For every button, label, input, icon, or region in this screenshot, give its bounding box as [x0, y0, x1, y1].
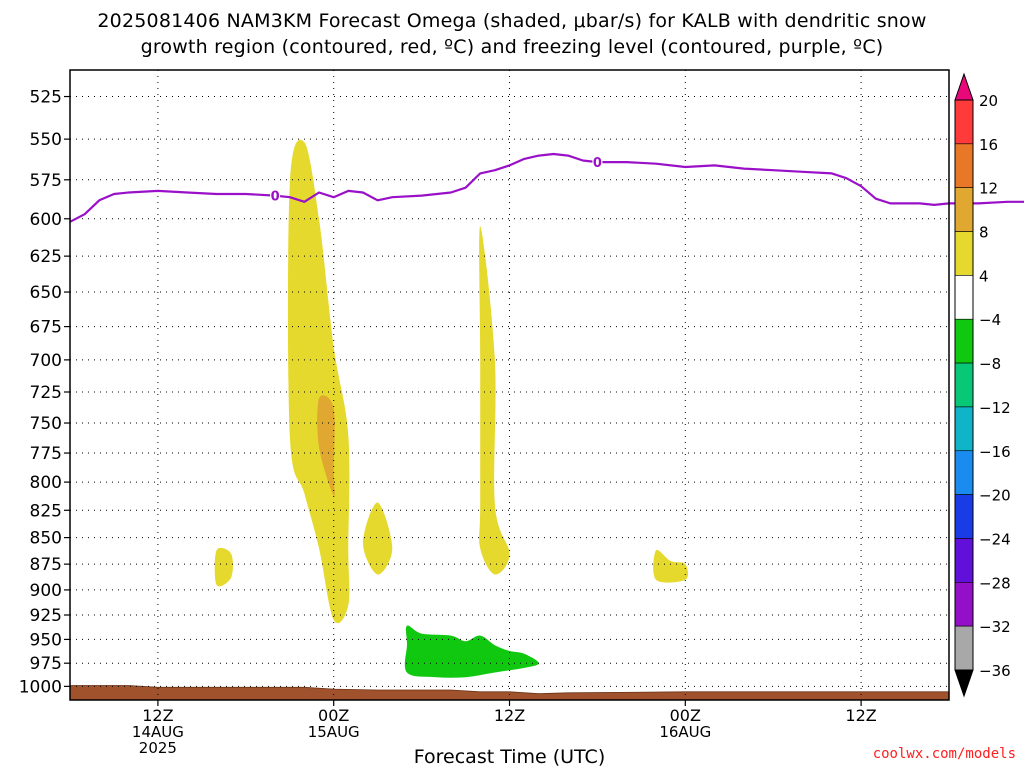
x-tick-label-1-3: 2025 [139, 739, 177, 757]
x-tick-label-3-1: 12Z [494, 706, 525, 725]
y-tick-label-550: 550 [30, 130, 62, 150]
omega-region-7 [404, 625, 539, 678]
x-axis-label: Forecast Time (UTC) [414, 746, 605, 768]
colorbar-bin-3 [954, 187, 974, 232]
omega-region-5 [479, 226, 510, 575]
x-tick-label-1-2: 14AUG [132, 723, 184, 741]
x-tick-label-5-1: 12Z [845, 706, 876, 725]
colorbar-bin-12 [954, 582, 974, 627]
y-tick-label-850: 850 [30, 529, 62, 549]
x-tick-label-2-2: 15AUG [308, 723, 360, 741]
colorbar-label-8: −12 [979, 399, 1011, 417]
plot-area [70, 70, 949, 700]
colorbar-label-13: −32 [979, 618, 1011, 636]
x-tick-label-2-1: 00Z [318, 706, 349, 725]
colorbar-bin-13 [954, 625, 974, 671]
chart-title-line-1: 2025081406 NAM3KM Forecast Omega (shaded… [97, 10, 927, 32]
y-tick-label-900: 900 [30, 581, 62, 601]
colorbar-bin-5 [954, 275, 974, 320]
y-tick-label-975: 975 [30, 654, 62, 674]
colorbar-under-triangle [954, 669, 974, 698]
colorbar-bin-4 [954, 231, 974, 276]
colorbar-bin-8 [954, 406, 974, 452]
omega-region-3 [214, 547, 233, 587]
grid-lines [70, 70, 949, 700]
y-tick-label-700: 700 [30, 351, 62, 371]
y-tick-label-825: 825 [30, 501, 62, 521]
colorbar-label-14: −36 [979, 662, 1011, 680]
y-tick-label-925: 925 [30, 606, 62, 626]
colorbar-label-2: 16 [979, 136, 998, 154]
x-tick-label-4-1: 00Z [670, 706, 701, 725]
x-tick-label-1-1: 12Z [142, 706, 173, 725]
y-tick-label-650: 650 [30, 283, 62, 303]
colorbar: 20 16 12 8 4 −4 −8 −12 −16 −20 −24 −28 −32 −36 [954, 72, 1011, 698]
colorbar-bin-7 [954, 362, 974, 408]
colorbar-bin-11 [954, 538, 974, 583]
omega-region-6 [653, 549, 689, 583]
y-tick-label-625: 625 [30, 247, 62, 267]
colorbar-bin-1 [954, 99, 974, 145]
colorbar-bin-10 [954, 494, 974, 539]
colorbar-label-12: −28 [979, 574, 1011, 592]
colorbar-frame [954, 99, 974, 671]
y-tick-label-750: 750 [30, 414, 62, 434]
chart-title-line-2: growth region (contoured, red, ºC) and f… [140, 36, 884, 58]
y-tick-label-800: 800 [30, 473, 62, 493]
y-tick-label-950: 950 [30, 630, 62, 650]
colorbar-label-4: 8 [979, 224, 989, 242]
y-tick-label-775: 775 [30, 444, 62, 464]
colorbar-label-6: −4 [979, 311, 1001, 329]
colorbar-label-3: 12 [979, 180, 998, 198]
y-tick-label-725: 725 [30, 383, 62, 403]
credit-text: coolwx.com/models [872, 746, 1016, 762]
x-tick-label-4-2: 16AUG [659, 723, 711, 741]
freezing-label-bg-1 [270, 188, 281, 203]
freezing-level-label-2: 0 [593, 156, 602, 171]
terrain-fill [70, 685, 949, 700]
omega-region-2 [317, 395, 335, 497]
freezing-level-label-1: 0 [271, 190, 280, 205]
plot-background [70, 70, 949, 700]
omega-region-4 [363, 502, 393, 575]
y-tick-label-1000: 1000 [19, 677, 62, 697]
y-tick-label-675: 675 [30, 318, 62, 338]
colorbar-label-5: 4 [979, 267, 989, 285]
y-tick-label-575: 575 [30, 171, 62, 191]
colorbar-bin-6 [954, 318, 974, 364]
colorbar-label-10: −20 [979, 487, 1011, 505]
freezing-label-bg-2 [592, 155, 603, 170]
colorbar-label-1: 20 [979, 92, 998, 110]
colorbar-bin-9 [954, 450, 974, 495]
colorbar-bin-2 [954, 143, 974, 188]
y-tick-label-875: 875 [30, 555, 62, 575]
colorbar-label-9: −16 [979, 443, 1011, 461]
freezing-level-layer: 00 [69, 152, 1024, 223]
colorbar-label-7: −8 [979, 355, 1001, 373]
y-tick-label-600: 600 [30, 210, 62, 230]
colorbar-over-triangle [954, 72, 974, 101]
axes: 525 550 575 600 625 650 675 700 725 750 775 800 825 8… [19, 69, 950, 757]
y-tick-label-525: 525 [30, 88, 62, 108]
colorbar-label-11: −24 [979, 530, 1011, 548]
